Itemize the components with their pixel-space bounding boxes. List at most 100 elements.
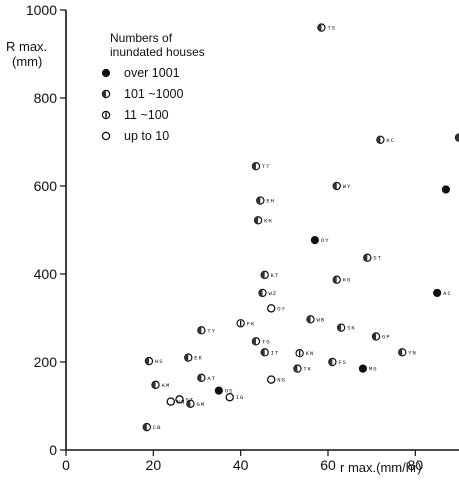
y-axis-label-line-1: R max. [6, 39, 47, 54]
data-point [225, 392, 234, 402]
point-label: FS [338, 359, 347, 366]
point-label: TT [262, 163, 271, 170]
data-point [258, 288, 267, 298]
data-point [266, 304, 276, 313]
point-label: NN [177, 399, 186, 406]
data-point [358, 364, 368, 373]
point-label: FK [247, 320, 256, 327]
point-label: NG [277, 377, 286, 384]
data-point [328, 357, 337, 367]
data-point [251, 161, 261, 171]
data-point [151, 380, 160, 390]
point-label: WY [343, 183, 352, 190]
data-point [454, 133, 459, 142]
data-point [214, 386, 223, 395]
point-label: OS [225, 388, 234, 395]
data-point [295, 349, 304, 358]
x-tick-label: 0 [62, 457, 70, 473]
point-label: KN [306, 350, 315, 357]
data-point [310, 236, 319, 245]
y-tick-label: 800 [34, 90, 58, 106]
data-point [142, 422, 151, 432]
data-point [197, 326, 206, 335]
point-label: TG [262, 338, 271, 345]
data-point [317, 23, 326, 32]
y-tick-label: 600 [34, 178, 58, 194]
legend-marker-over1001 [101, 68, 111, 78]
legend-entries: over 1001 101 ~1000 11 ~100 up to 10 [101, 66, 183, 143]
legend-entry-label: over 1001 [124, 66, 180, 80]
point-label: KH [264, 217, 273, 224]
data-point [197, 373, 206, 383]
point-label: YN [408, 349, 417, 356]
point-label: OY [321, 237, 330, 244]
data-point [332, 275, 341, 284]
data-point [253, 216, 263, 225]
data-point [433, 288, 442, 298]
data-point [251, 337, 261, 346]
data-points: TS KC TT WY EH KH OY ST KT KG WZ AC OY WB FK SK TY GP TGIT… [142, 23, 459, 432]
point-label: EH [266, 198, 275, 205]
legend-marker-upto10 [101, 131, 111, 141]
point-label: MG [369, 366, 378, 373]
point-label: EK [194, 355, 203, 362]
data-point [332, 181, 341, 191]
data-point [260, 270, 269, 280]
x-tick-label: 40 [233, 457, 249, 473]
y-axis-label-line-2: (mm) [12, 54, 42, 69]
point-label: WZ [269, 290, 278, 297]
data-point [266, 375, 276, 384]
axes [65, 10, 459, 451]
point-label: KT [271, 272, 280, 279]
point-label: GM [196, 401, 205, 408]
legend-marker-11to100 [101, 110, 111, 120]
data-point [260, 348, 269, 357]
legend-title-line-2: inundated houses [110, 45, 205, 59]
point-label: AC [443, 290, 452, 297]
y-tick-label: 200 [34, 354, 58, 370]
point-label: TS [327, 25, 336, 32]
y-ticks: 0 200 400 600 800 1000 [26, 2, 66, 458]
x-tick-label: 80 [408, 457, 424, 473]
data-point [371, 332, 381, 341]
data-point [144, 356, 154, 366]
x-ticks: 0 20 40 60 80 [62, 450, 423, 473]
point-label: HS [155, 358, 164, 365]
x-axis-label: r max.(mm/hr) [340, 460, 422, 475]
point-label: KC [386, 137, 395, 144]
legend-marker-101to1000 [101, 89, 111, 99]
data-point [363, 253, 372, 262]
legend-entry-label: up to 10 [124, 129, 169, 143]
legend-entry-label: 101 ~1000 [124, 87, 183, 101]
data-point [398, 348, 407, 357]
data-point [236, 319, 245, 328]
point-label: TK [303, 366, 312, 373]
data-point [166, 397, 176, 406]
y-tick-label: 400 [34, 266, 58, 282]
legend-title-line-1: Numbers of [110, 31, 173, 45]
point-label: SK [347, 325, 356, 332]
point-label: KG [343, 277, 352, 284]
legend: Numbers of inundated houses over 1001 101… [101, 31, 205, 143]
data-point [175, 395, 184, 404]
point-label: AT [207, 375, 216, 382]
point-label: GP [382, 333, 391, 340]
point-label: CB [153, 424, 162, 431]
point-label: OY [277, 305, 286, 312]
data-point [336, 323, 346, 332]
data-point [293, 364, 302, 373]
y-tick-label: 0 [49, 442, 57, 458]
point-label: ST [373, 255, 382, 262]
data-point [376, 135, 385, 144]
data-point [184, 353, 193, 362]
data-point [186, 399, 195, 408]
point-label: WB [317, 316, 326, 323]
y-tick-label: 1000 [26, 2, 57, 18]
point-label: IT [271, 349, 280, 356]
point-label: AM [162, 382, 171, 389]
x-tick-label: 60 [320, 457, 336, 473]
data-point [441, 185, 450, 194]
point-label: IG [236, 394, 245, 401]
data-point [256, 196, 265, 205]
